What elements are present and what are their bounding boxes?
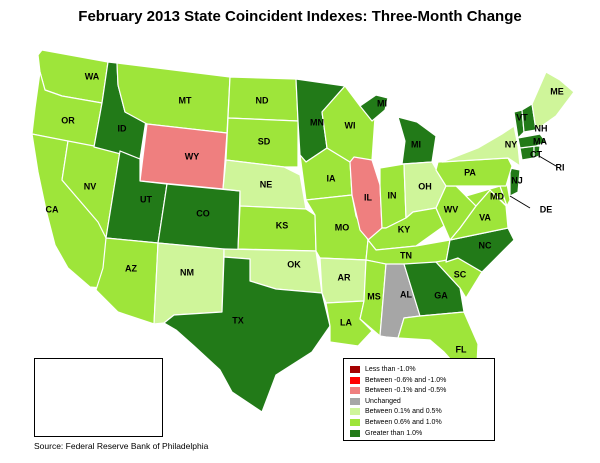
legend-label: Between -0.6% and -1.0%	[365, 376, 447, 384]
state-label-mt: MT	[179, 95, 192, 105]
legend-swatch	[350, 387, 360, 395]
state-label-tn: TN	[400, 250, 412, 260]
state-label-de: DE	[540, 204, 553, 214]
state-label-mi: MI	[411, 139, 421, 149]
legend-label: Between -0.1% and -0.5%	[365, 387, 447, 395]
state-me	[531, 71, 575, 131]
state-label-va: VA	[479, 212, 491, 222]
legend-item: Between -0.6% and -1.0%	[350, 376, 446, 385]
state-label-or: OR	[61, 115, 75, 125]
state-label-ca: CA	[46, 204, 59, 214]
state-ga	[403, 261, 465, 317]
state-nm	[153, 242, 225, 325]
state-label-ar: AR	[338, 272, 351, 282]
state-ny	[441, 125, 521, 167]
state-label-wy: WY	[185, 151, 200, 161]
legend-swatch	[350, 366, 360, 373]
state-label-id: ID	[118, 123, 128, 133]
legend-item: Unchanged	[350, 397, 401, 406]
legend-swatch	[350, 419, 360, 426]
state-az	[95, 237, 159, 325]
legend-item: Between 0.1% and 0.5%	[350, 407, 442, 416]
legend-swatch	[350, 429, 360, 437]
state-label-md: MD	[490, 191, 504, 201]
state-label-me: ME	[550, 86, 564, 96]
state-label-la: LA	[340, 317, 352, 327]
alaska-hawaii-inset	[34, 358, 163, 437]
legend-item: Less than -1.0%	[350, 365, 416, 374]
legend-item: Between -0.1% and -0.5%	[350, 386, 446, 395]
state-tx	[163, 256, 331, 413]
legend-item: Greater than 1.0%	[350, 429, 422, 438]
legend-swatch	[350, 397, 360, 405]
state-label-mi: MI	[377, 98, 387, 108]
source-note: Source: Federal Reserve Bank of Philadel…	[34, 441, 209, 451]
state-label-oh: OH	[418, 181, 432, 191]
state-label-ny: NY	[505, 139, 518, 149]
state-label-ri: RI	[556, 162, 565, 172]
state-ma	[517, 133, 547, 149]
map-legend: Less than -1.0% Between -0.6% and -1.0% Be…	[343, 358, 495, 441]
state-label-nh: NH	[535, 123, 548, 133]
state-label-mn: MN	[310, 117, 324, 127]
state-wy	[139, 123, 228, 190]
state-nj	[509, 167, 521, 197]
de-leader-line	[509, 195, 531, 209]
legend-swatch	[350, 376, 360, 384]
legend-label: Between 0.1% and 0.5%	[365, 408, 442, 416]
state-label-nj: NJ	[511, 175, 523, 185]
state-label-mo: MO	[335, 222, 350, 232]
legend-label: Less than -1.0%	[365, 366, 416, 373]
state-label-il: IL	[364, 192, 373, 202]
state-label-ut: UT	[140, 194, 152, 204]
legend-label: Between 0.6% and 1.0%	[365, 419, 442, 426]
state-label-in: IN	[388, 190, 397, 200]
state-label-wa: WA	[85, 71, 100, 81]
state-label-nm: NM	[180, 267, 194, 277]
state-label-az: AZ	[125, 263, 137, 273]
state-label-vt: VT	[516, 112, 528, 122]
state-label-ne: NE	[260, 179, 273, 189]
state-mi	[359, 94, 389, 122]
state-label-ks: KS	[276, 220, 289, 230]
state-label-sc: SC	[454, 269, 467, 279]
state-wi	[321, 85, 376, 163]
state-sd	[225, 117, 299, 168]
legend-label: Unchanged	[365, 397, 401, 405]
state-label-ok: OK	[287, 259, 301, 269]
state-md	[465, 185, 508, 207]
state-label-wi: WI	[345, 120, 356, 130]
state-label-fl: FL	[456, 344, 467, 354]
state-label-ma: MA	[533, 136, 547, 146]
ri-leader-line	[538, 155, 557, 167]
state-label-nd: ND	[256, 95, 269, 105]
legend-label: Greater than 1.0%	[365, 429, 423, 437]
state-label-tx: TX	[232, 315, 244, 325]
state-label-wv: WV	[444, 204, 459, 214]
legend-item: Between 0.6% and 1.0%	[350, 418, 442, 427]
state-label-sd: SD	[258, 136, 271, 146]
state-label-nv: NV	[84, 181, 97, 191]
state-label-ga: GA	[434, 290, 448, 300]
state-label-ky: KY	[398, 224, 411, 234]
map-title: February 2013 State Coincident Indexes: …	[78, 8, 522, 25]
state-label-ia: IA	[327, 173, 337, 183]
state-label-ct: CT	[530, 149, 542, 159]
state-label-al: AL	[400, 289, 412, 299]
state-label-pa: PA	[464, 167, 476, 177]
state-label-nc: NC	[479, 240, 492, 250]
legend-swatch	[350, 408, 360, 416]
state-label-ms: MS	[367, 291, 381, 301]
state-label-co: CO	[196, 208, 210, 218]
